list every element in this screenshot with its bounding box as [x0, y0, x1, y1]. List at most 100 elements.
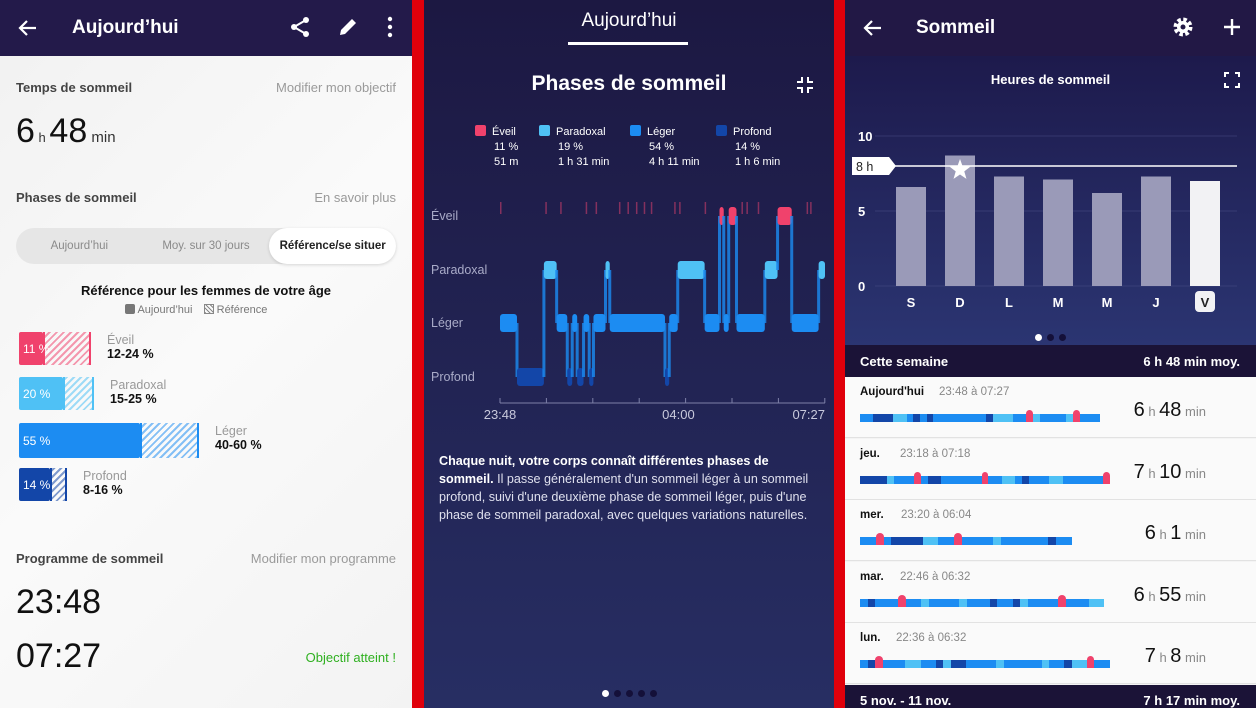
hypnogram-chart: Éveil Paradoxal Léger Profond 23:48 04:00 07:2…	[431, 202, 826, 422]
stage-block	[1096, 598, 1104, 607]
stage-transition	[717, 216, 721, 323]
reference-swatch	[203, 304, 214, 314]
edit-icon[interactable]	[336, 15, 360, 39]
page-dot[interactable]	[1047, 334, 1054, 341]
bar-S[interactable]	[896, 187, 926, 286]
stage-block	[873, 475, 881, 484]
bedtime: 23:48	[16, 583, 102, 621]
expand-icon[interactable]	[1224, 72, 1240, 88]
sleep-duration: 6 h 48 min	[16, 112, 116, 150]
stage-block	[867, 537, 876, 546]
stage-block	[1053, 414, 1060, 422]
stage-block	[1004, 598, 1013, 607]
stage-block	[974, 475, 982, 484]
stage-name: Léger	[215, 424, 247, 438]
stage-segment-leger	[609, 314, 665, 332]
program-label: Programme de sommeil	[16, 551, 164, 566]
stage-transition	[727, 216, 731, 323]
stage-block	[966, 598, 975, 607]
tab-benchmark[interactable]: Référence/se situer	[269, 228, 397, 264]
benchmark-row-profond: 14 % Profond 8-16 %	[19, 468, 399, 501]
page-indicator[interactable]	[845, 328, 1256, 346]
page-dot[interactable]	[625, 690, 633, 697]
goal-label-badge[interactable]	[852, 157, 896, 175]
stage-block	[986, 414, 994, 422]
stage-block	[951, 598, 960, 607]
back-arrow-icon[interactable]	[16, 16, 40, 40]
tab-today[interactable]: Aujourd’hui	[581, 10, 677, 31]
plus-icon[interactable]	[1220, 15, 1244, 39]
stage-block	[1079, 414, 1087, 422]
brief-wake-mark	[643, 202, 646, 214]
gear-icon[interactable]	[1171, 15, 1195, 39]
night-row[interactable]: jeu. 23:18 à 07:18 7 h 10 min	[845, 438, 1256, 500]
sleep-stages-panel: Aujourd’hui Phases de sommeil Éveil 11 % 5…	[424, 0, 834, 708]
back-arrow-icon[interactable]	[861, 16, 885, 40]
stage-block	[1088, 598, 1097, 607]
previous-week-header[interactable]: 5 nov. - 11 nov. 7 h 17 min moy.	[845, 685, 1256, 708]
stage-block	[946, 537, 955, 546]
page-dot[interactable]	[637, 690, 645, 697]
night-row[interactable]: lun. 22:36 à 06:32 7 h 8 min	[845, 623, 1256, 685]
share-icon[interactable]	[288, 15, 312, 39]
stage-block	[1063, 537, 1072, 546]
page-dot[interactable]	[649, 690, 657, 697]
stage-block	[974, 598, 982, 607]
stage-block	[982, 598, 990, 607]
benchmark-legend: Aujourd’hui Référence	[125, 304, 267, 316]
y-level-label: Éveil	[431, 208, 458, 223]
stage-block	[1033, 660, 1042, 669]
stage-block	[900, 475, 908, 484]
bar-V[interactable]	[1190, 181, 1220, 286]
x-tick-label: V	[1201, 295, 1210, 310]
page-dot[interactable]	[1035, 334, 1042, 341]
stage-block	[996, 660, 1004, 669]
stage-block	[1064, 660, 1072, 669]
edit-goal-link[interactable]: Modifier mon objectif	[276, 80, 396, 95]
page-dot[interactable]	[1059, 334, 1066, 341]
stage-block	[890, 598, 899, 607]
page-indicator[interactable]	[424, 684, 834, 702]
selected-day-badge	[1195, 291, 1215, 312]
stage-block	[993, 537, 1002, 546]
stage-block	[1073, 598, 1082, 607]
brief-wake-mark	[560, 202, 562, 214]
stage-block	[1076, 475, 1083, 484]
stage-block	[965, 660, 974, 669]
legend-leger: Léger 54 % 4 h 11 min	[630, 125, 700, 170]
tab-today[interactable]: Aujourd’hui	[50, 240, 109, 252]
night-row[interactable]: mer. 23:20 à 06:04 6 h 1 min	[845, 500, 1256, 562]
wake-time: 07:27	[16, 637, 102, 675]
edit-program-link[interactable]: Modifier mon programme	[250, 551, 396, 566]
bar-M[interactable]	[1092, 193, 1122, 286]
stage-transition	[608, 270, 612, 323]
bar-D[interactable]	[945, 155, 975, 287]
stage-name: Paradoxal	[110, 378, 167, 392]
bar-J[interactable]	[1141, 176, 1171, 287]
stage-transition	[565, 323, 569, 377]
stage-transition	[575, 323, 579, 377]
stage-segment-leger	[593, 314, 606, 332]
night-day: lun.	[860, 632, 881, 645]
more-vertical-icon[interactable]	[380, 15, 400, 39]
stage-block	[860, 475, 867, 484]
stage-block	[914, 537, 923, 546]
night-row[interactable]: Aujourd'hui 23:48 à 07:27 6 h 48 min	[845, 377, 1256, 438]
stage-transition	[676, 270, 680, 323]
page-dot[interactable]	[613, 690, 621, 697]
tab-30-day-avg[interactable]: Moy. sur 30 jours	[162, 240, 250, 252]
stage-block	[997, 598, 1005, 607]
collapse-icon[interactable]	[796, 76, 814, 94]
page-dot[interactable]	[601, 690, 609, 697]
bar-M[interactable]	[1043, 179, 1073, 287]
stage-block	[875, 533, 884, 546]
stage-segment-leger	[669, 314, 678, 332]
bar-L[interactable]	[994, 176, 1024, 287]
stage-segment-paradoxal	[677, 261, 705, 279]
stage-block	[922, 537, 931, 546]
stage-block	[959, 414, 967, 422]
today-swatch	[125, 304, 135, 314]
learn-more-link[interactable]: En savoir plus	[314, 190, 396, 205]
night-row[interactable]: mar. 22:46 à 06:32 6 h 55 min	[845, 561, 1256, 623]
stage-block	[886, 414, 894, 422]
